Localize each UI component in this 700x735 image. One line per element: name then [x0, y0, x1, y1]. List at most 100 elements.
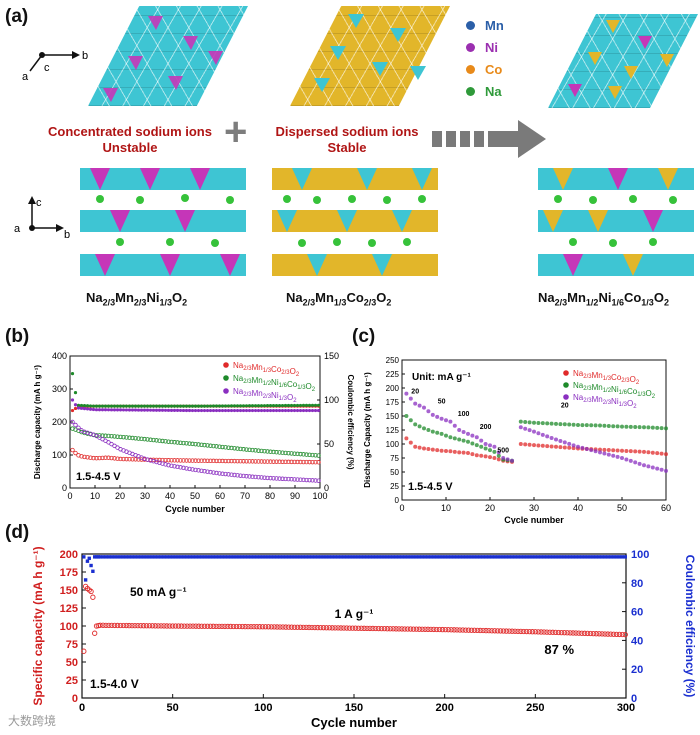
crystal-top-mnni-overlay — [103, 16, 223, 102]
capacity-point-0 — [316, 460, 321, 465]
ce-point-1 — [184, 404, 189, 408]
y2-tick-label: 0 — [631, 693, 637, 705]
rate-point-0 — [536, 443, 541, 448]
ce-point-2 — [94, 408, 99, 412]
capacity-point — [512, 628, 518, 634]
capacity-point — [257, 624, 263, 630]
capacity-point-0 — [151, 457, 156, 463]
capacity-point — [622, 631, 628, 638]
capacity-point-0 — [94, 456, 99, 461]
y2-tick-label: 40 — [631, 635, 643, 647]
capacity-point — [463, 627, 469, 633]
ce-point-1 — [256, 404, 261, 408]
rate-point-0 — [620, 448, 624, 453]
capacity-point-0 — [244, 459, 249, 464]
capacity-point — [172, 623, 179, 629]
rate-point-1 — [611, 424, 616, 429]
rate-point-2 — [598, 450, 602, 455]
rate-point-1 — [624, 424, 629, 429]
legend-label-1: Na2/3Mn1/2Ni1/6Co1/3O2 — [233, 374, 316, 393]
capacity-point — [120, 622, 126, 629]
ce-point — [211, 555, 215, 559]
rate-point-1 — [628, 424, 633, 429]
capacity-point — [225, 623, 231, 630]
capacity-point — [204, 623, 211, 629]
rate-point-1 — [439, 431, 444, 436]
capacity-point — [364, 625, 370, 632]
side-axis-a: a — [14, 223, 21, 235]
capacity-point-2 — [310, 478, 315, 483]
capacity-point-0 — [232, 458, 237, 464]
ce-point — [371, 555, 375, 559]
rate-point-0 — [474, 453, 479, 458]
capacity-point — [558, 629, 565, 636]
capacity-point-1 — [172, 440, 177, 445]
ce-point — [611, 555, 616, 559]
ce-point — [165, 555, 169, 559]
capacity-point — [196, 623, 202, 629]
ce-point — [249, 555, 253, 559]
rate-point-2 — [580, 445, 585, 450]
ce-point — [551, 555, 555, 559]
ce-point — [263, 555, 268, 559]
capacity-point-0 — [133, 457, 138, 462]
capacity-point — [416, 626, 422, 632]
rate-point-0 — [646, 450, 651, 455]
capacity-point — [114, 622, 121, 629]
capacity-point — [402, 626, 408, 632]
side-axis-b: b — [64, 229, 70, 240]
rate-point-2 — [637, 461, 642, 466]
ce-point-1 — [145, 404, 150, 408]
capacity-point-1 — [115, 434, 120, 439]
chart-d: 0 50 100 150 200 250 3000255075100125150175200… — [31, 546, 697, 730]
ce-point — [112, 555, 117, 559]
ce-point-1 — [217, 404, 222, 408]
capacity-point-2 — [268, 475, 273, 481]
capacity-point-2 — [316, 478, 321, 483]
ce-point-0 — [70, 408, 75, 413]
ce-point-1 — [232, 404, 237, 408]
rate-point-0 — [655, 451, 660, 456]
ce-point — [411, 555, 416, 559]
capacity-point-1 — [121, 434, 126, 440]
ce-point — [185, 555, 189, 559]
capacity-point-1 — [103, 433, 108, 438]
rate-point-0 — [628, 449, 633, 454]
y-tick-label: 75 — [390, 454, 399, 463]
capacity-point-0 — [88, 455, 93, 460]
capacity-point-1 — [124, 435, 129, 440]
capacity-point — [178, 623, 185, 629]
rate-point-2 — [540, 432, 545, 437]
x-tick-label: 40 — [165, 491, 175, 501]
ce-point-1 — [295, 403, 300, 408]
capacity-point — [619, 631, 626, 638]
ce-point — [130, 555, 134, 559]
x-tick-label: 50 — [617, 503, 627, 513]
capacity-point — [474, 627, 480, 634]
ce-point — [240, 555, 244, 559]
ce-point-2 — [82, 407, 87, 411]
rate-point-2 — [430, 412, 435, 417]
rate-point-0 — [413, 444, 418, 449]
capacity-point-2 — [169, 463, 174, 469]
ce-point-1 — [70, 372, 75, 376]
ce-point-1 — [301, 403, 306, 407]
capacity-point-1 — [292, 451, 297, 456]
capacity-point-1 — [310, 452, 315, 458]
rate-point-1 — [589, 423, 594, 428]
rate-point-2 — [501, 456, 506, 460]
ce-point-1 — [280, 403, 285, 408]
ce-point — [176, 555, 181, 559]
rate-point-2 — [571, 443, 576, 448]
capacity-point-1 — [235, 446, 240, 451]
capacity-point-1 — [208, 443, 213, 448]
ce-point-1 — [316, 403, 321, 407]
ce-point-2 — [247, 408, 252, 413]
ce-point — [403, 555, 407, 559]
ce-point — [530, 555, 535, 559]
ce-point — [501, 555, 506, 559]
capacity-point-1 — [169, 439, 174, 445]
ce-point — [298, 555, 303, 559]
rate-point-0 — [470, 452, 475, 457]
ce-point — [432, 555, 436, 559]
